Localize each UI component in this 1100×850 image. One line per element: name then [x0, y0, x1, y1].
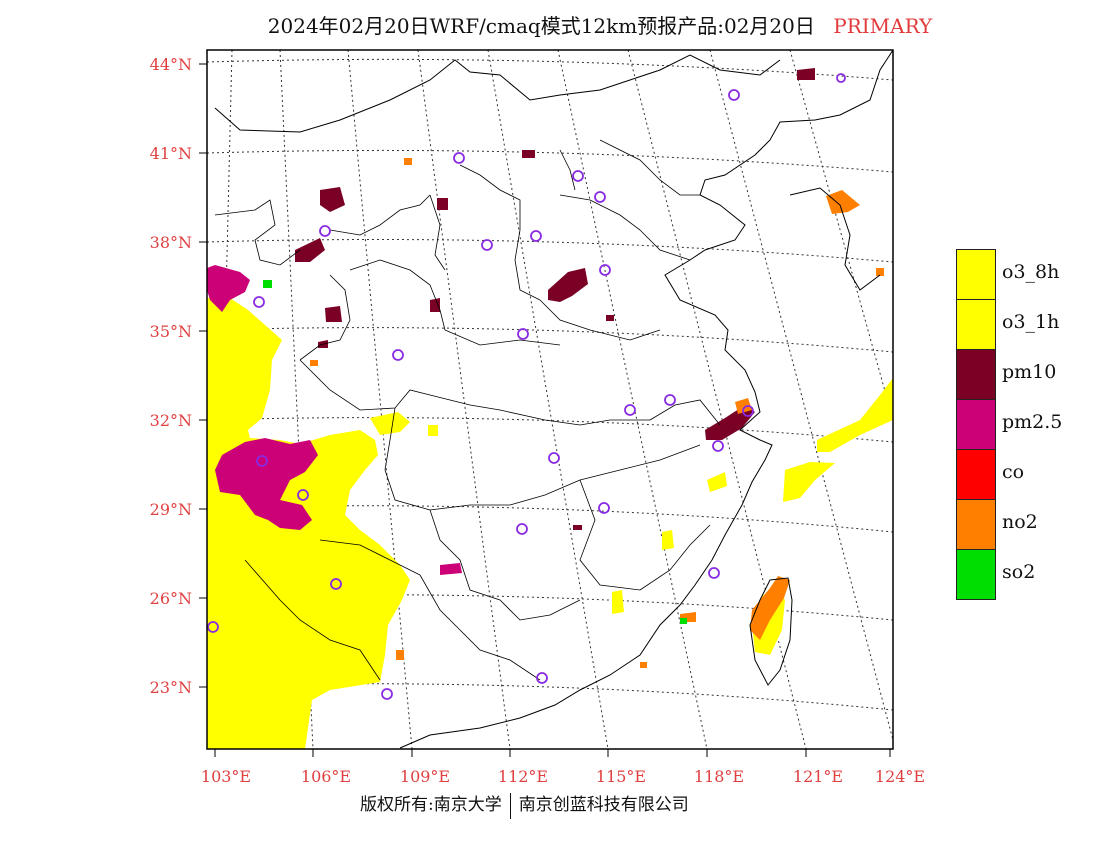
lat-label: 23°N [150, 678, 192, 697]
province-boundaries [214, 139, 721, 681]
legend-label: pm2.5 [1002, 411, 1063, 433]
lat-label: 26°N [150, 589, 192, 608]
lon-label: 112°E [498, 767, 548, 786]
legend-swatch [956, 399, 996, 450]
lon-label: 109°E [400, 767, 450, 786]
copyright-right: 南京创蓝科技有限公司 [518, 795, 689, 815]
lat-label: 38°N [150, 233, 192, 252]
legend-swatch [956, 299, 996, 350]
lon-label: 103°E [201, 767, 251, 786]
map-title: 2024年02月20日WRF/cmaq模式12km预报产品:02月20日 PRI… [0, 10, 1100, 39]
legend-swatch [956, 249, 996, 300]
lat-label: 32°N [150, 411, 192, 430]
o3-region-southwest [207, 298, 410, 749]
lon-ticks [214, 749, 891, 757]
coastline [399, 50, 893, 749]
o3-patch [612, 590, 624, 614]
lat-label: 35°N [150, 322, 192, 341]
taiwan-outline [749, 577, 793, 686]
footer-divider [509, 792, 511, 819]
legend-swatch [956, 449, 996, 500]
lon-label: 106°E [301, 767, 351, 786]
lat-label: 44°N [150, 55, 192, 74]
copyright-footer: 版权所有:南京大学 南京创蓝科技有限公司 [360, 790, 689, 819]
o3-patch [428, 425, 438, 436]
pm25-northwest [207, 265, 250, 312]
legend-label: no2 [1002, 511, 1038, 533]
legend-label: co [1002, 461, 1025, 483]
lon-label: 115°E [596, 767, 646, 786]
legend-swatch [956, 549, 996, 600]
border-north [214, 54, 781, 133]
legend-label: pm10 [1002, 361, 1057, 383]
o3-sea-zhoushan [783, 462, 835, 502]
legend-label: o3_8h [1002, 261, 1060, 283]
lat-label: 29°N [150, 500, 192, 519]
o3-patch [370, 412, 410, 435]
map-layers [207, 50, 893, 749]
korea-outline [789, 187, 881, 291]
so2-patches [263, 280, 687, 624]
lat-label: 41°N [150, 144, 192, 163]
lon-tick-labels: 103°E 106°E 109°E 112°E 115°E 118°E 121°… [201, 767, 925, 786]
legend-swatch [956, 499, 996, 550]
o3-sea-east [817, 378, 893, 452]
lat-ticks [199, 63, 207, 688]
legend-label: o3_1h [1002, 311, 1060, 333]
map-frame [206, 49, 894, 750]
lon-label: 118°E [694, 767, 744, 786]
o3-patch [662, 530, 674, 550]
pm25-sichuan-basin [215, 438, 318, 530]
legend-swatch [956, 349, 996, 400]
o3-patch [707, 472, 727, 492]
primary-tag: PRIMARY [833, 14, 933, 38]
lat-tick-labels: 44°N 41°N 38°N 35°N 32°N 29°N 26°N 23°N [150, 55, 192, 697]
title-text: 2024年02月20日WRF/cmaq模式12km预报产品:02月20日 [267, 14, 815, 38]
lon-label: 121°E [793, 767, 843, 786]
legend-label: so2 [1002, 561, 1036, 583]
copyright-left: 版权所有:南京大学 [360, 795, 502, 815]
station-markers [207, 73, 846, 700]
lon-label: 124°E [875, 767, 925, 786]
pm25-patch [440, 563, 462, 575]
